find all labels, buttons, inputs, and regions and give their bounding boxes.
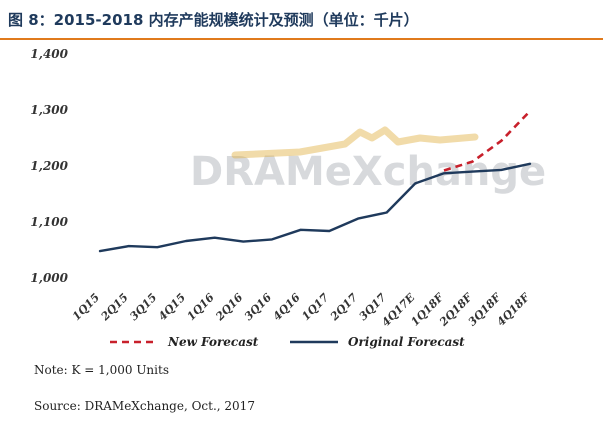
x-tick-label: 4Q16: [271, 291, 303, 323]
title-bar: 图 8：2015-2018 内存产能规模统计及预测（单位：千片）: [0, 0, 603, 38]
series-line-new-forecast: [443, 110, 531, 172]
x-tick-label: 2Q16: [213, 291, 246, 324]
figure-title: 图 8：2015-2018 内存产能规模统计及预测（单位：千片）: [8, 11, 419, 29]
x-tick-label: 1Q15: [70, 291, 102, 323]
source-note: Source: DRAMeXchange, Oct., 2017: [34, 399, 255, 413]
x-tick-label: 2Q15: [98, 291, 131, 324]
y-tick-label: 1,400: [30, 47, 68, 61]
title-divider: [0, 38, 603, 40]
x-tick-label: 3Q16: [242, 291, 274, 323]
units-note: Note: K = 1,000 Units: [34, 363, 169, 377]
forecast-line-chart: DRAMeXchange 1,000 1,100 1,200 1,300 1,400 1Q1…: [30, 47, 546, 349]
x-tick-label: 3Q15: [127, 291, 159, 323]
x-tick-label: 1Q17: [299, 291, 331, 323]
y-tick-label: 1,200: [30, 159, 68, 173]
legend-new-forecast-label: New Forecast: [167, 335, 259, 349]
x-tick-label: 2Q17: [327, 291, 360, 324]
x-tick-label: 4Q18F: [494, 290, 533, 329]
x-tick-label: 1Q16: [185, 291, 217, 323]
y-tick-label: 1,000: [30, 271, 68, 285]
watermark-swoosh: [231, 126, 479, 159]
legend-original-forecast-label: Original Forecast: [348, 335, 465, 349]
y-tick-label: 1,100: [30, 215, 68, 229]
series-line-original-forecast: [98, 162, 532, 253]
watermark-logo: DRAMeXchange: [190, 149, 546, 195]
y-tick-label: 1,300: [30, 103, 68, 117]
x-tick-label: 4Q15: [156, 291, 188, 323]
